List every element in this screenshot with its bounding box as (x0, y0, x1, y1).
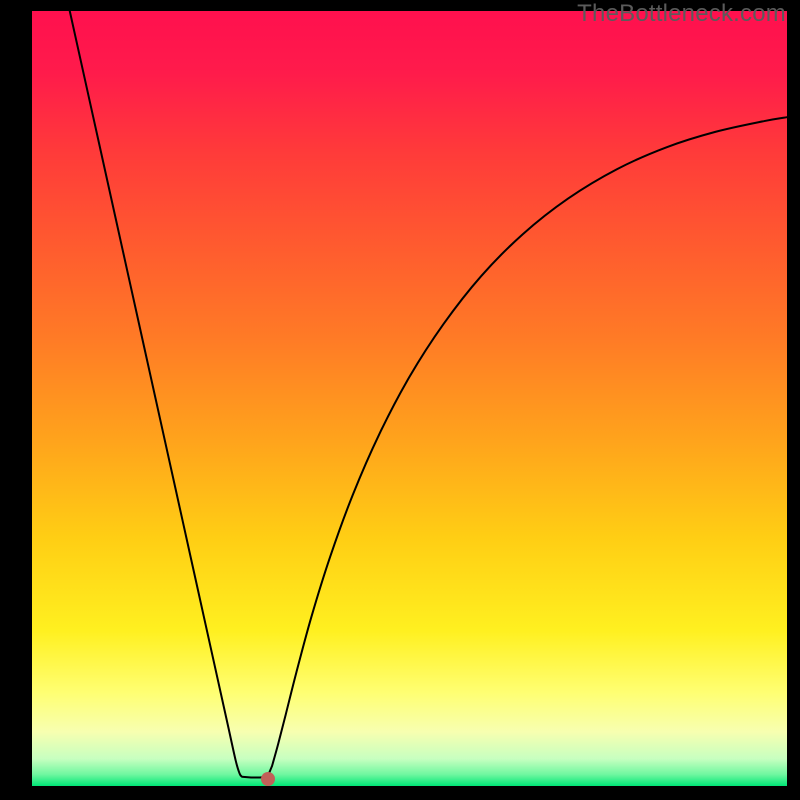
bottleneck-curve (0, 0, 800, 800)
chart-frame: TheBottleneck.com (0, 0, 800, 800)
